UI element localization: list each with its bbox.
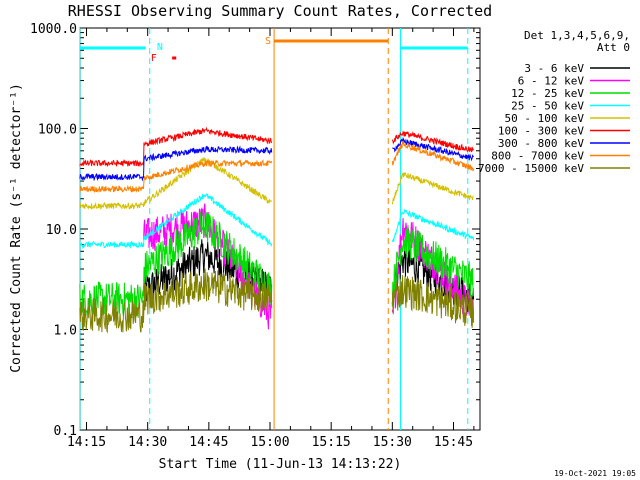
flag-label-n: N (157, 42, 163, 53)
y-tick-label: 10.0 (46, 223, 77, 238)
legend-entry-label: 100 - 300 keV (498, 125, 584, 138)
x-tick-label: 15:30 (373, 435, 412, 450)
legend-entry-label: 7000 - 15000 keV (478, 162, 584, 175)
x-tick-label: 14:15 (67, 435, 106, 450)
legend-header-2: Att 0 (597, 41, 630, 54)
plot-area: 0.1 1.0 10.0 100.0 1000.0 14:15 14:30 14:45 15:0… (30, 22, 481, 450)
flag-label-f: F (151, 53, 157, 64)
series-line (79, 156, 273, 211)
series-line (391, 208, 475, 243)
series-line (391, 141, 475, 172)
x-axis-label: Start Time (11-Jun-13 14:13:22) (159, 457, 402, 472)
legend-entry-label: 3 - 6 keV (524, 62, 584, 75)
series-line (391, 130, 475, 153)
x-tick-label: 15:45 (434, 435, 473, 450)
chart-title: RHESSI Observing Summary Count Rates, Co… (68, 2, 492, 20)
series-line (79, 268, 273, 334)
x-tick-label: 14:45 (189, 435, 228, 450)
legend-entry-label: 50 - 100 keV (505, 112, 585, 125)
legend-entry-label: 6 - 12 keV (518, 75, 585, 88)
legend-entry-label: 25 - 50 keV (511, 100, 584, 113)
legend-header-1: Det 1,3,4,5,6,9, (524, 29, 630, 42)
series-line (79, 145, 273, 182)
y-tick-label: 1000.0 (30, 22, 77, 37)
flag-label-s: S (265, 36, 271, 47)
series-line (391, 171, 474, 205)
legend-entry-label: 800 - 7000 keV (491, 150, 584, 163)
series-line (79, 159, 273, 193)
plot-frame (79, 27, 481, 431)
y-tick-label: 1.0 (54, 324, 77, 339)
x-tick-label: 14:30 (128, 435, 167, 450)
legend-entry-label: 12 - 25 keV (511, 87, 584, 100)
legend-entry-label: 300 - 800 keV (498, 137, 584, 150)
timestamp: 19-Oct-2021 19:05 (554, 469, 636, 478)
series-line (79, 209, 273, 317)
series-line (79, 193, 273, 250)
x-tick-label: 15:00 (250, 435, 289, 450)
series-line (391, 275, 475, 328)
y-tick-label: 0.1 (54, 424, 77, 439)
series-line (391, 225, 475, 307)
y-axis-label: Corrected Count Rate (s⁻¹ detector⁻¹) (9, 83, 24, 373)
y-tick-label: 100.0 (38, 123, 77, 138)
series-line (79, 126, 273, 168)
x-tick-label: 15:15 (312, 435, 351, 450)
